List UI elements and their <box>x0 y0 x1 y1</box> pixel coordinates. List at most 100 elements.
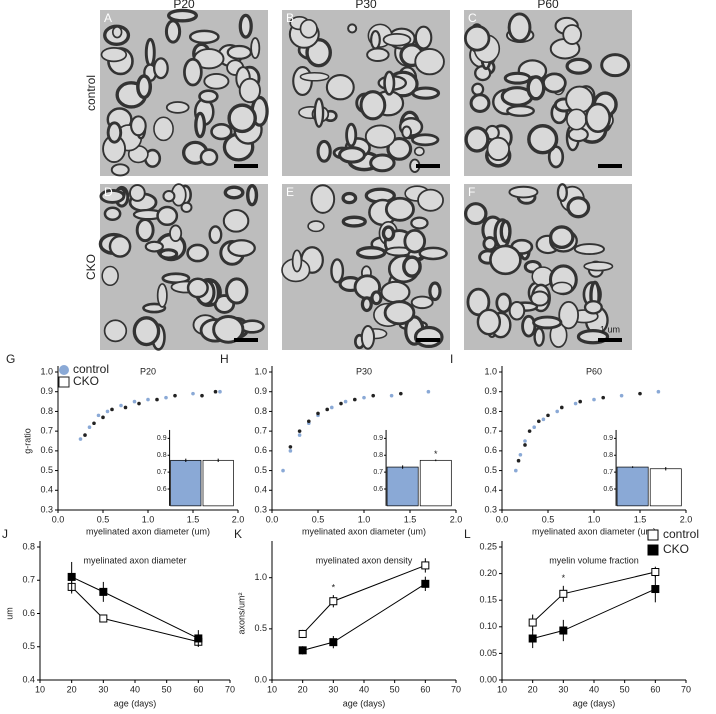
column-label: P20 <box>173 0 195 11</box>
axon <box>402 255 422 278</box>
point <box>516 458 521 463</box>
axon <box>533 327 545 347</box>
y-tick-label: 0.8 <box>254 406 267 416</box>
axon <box>411 133 440 147</box>
marker <box>559 589 568 598</box>
x-tick-label: 2.0 <box>232 514 245 524</box>
axon <box>411 86 441 100</box>
point <box>592 397 596 402</box>
line <box>302 583 426 651</box>
x-tick-label: 0.0 <box>496 514 509 524</box>
legend-marker <box>58 376 70 388</box>
point <box>281 468 285 473</box>
axon <box>469 93 491 113</box>
axon <box>291 249 303 273</box>
point <box>164 395 168 400</box>
axon <box>562 24 582 45</box>
axon <box>325 74 355 101</box>
axon <box>542 72 567 94</box>
x-tick-label: 40 <box>359 684 369 694</box>
x-tick-label: 1.5 <box>634 514 647 524</box>
scale-bar-label: 1 um <box>600 324 620 334</box>
axon <box>584 102 612 134</box>
point <box>101 415 105 420</box>
y-tick-label: 0.4 <box>40 485 53 495</box>
legend-marker <box>59 365 69 375</box>
x-tick-label: 10 <box>35 684 45 694</box>
marker <box>298 646 307 655</box>
axon <box>359 90 387 121</box>
panel-letter: D <box>104 185 113 199</box>
point <box>353 397 357 402</box>
y-tick-label: 0.4 <box>484 485 497 495</box>
axon <box>428 281 442 302</box>
y-tick-label: 0.9 <box>484 386 497 396</box>
panel-letter: E <box>286 185 294 199</box>
axon <box>132 316 161 347</box>
marker <box>99 614 108 623</box>
point <box>426 389 431 394</box>
marker <box>329 638 338 647</box>
y-tick-label: 0.3 <box>484 504 497 514</box>
panel-letter: C <box>468 11 477 25</box>
panel-letter: G <box>6 352 15 366</box>
inset-tick-label: 0.8 <box>373 452 383 459</box>
inset-bar <box>419 459 452 507</box>
point <box>619 393 624 398</box>
y-tick-label: 0.3 <box>254 504 267 514</box>
axon <box>166 8 198 23</box>
y-tick-label: 0.7 <box>40 426 53 436</box>
axon <box>507 12 532 43</box>
axon <box>110 163 130 177</box>
inset-bar <box>649 468 682 507</box>
axon <box>364 124 396 149</box>
y-tick-label: 0.5 <box>22 641 35 651</box>
axon <box>506 104 535 117</box>
panel-letter: A <box>104 11 112 25</box>
axon <box>210 123 233 141</box>
axon <box>508 185 539 199</box>
legend-label: CKO <box>663 542 689 556</box>
point <box>132 399 137 404</box>
point <box>297 433 302 437</box>
axon <box>103 319 128 343</box>
y-tick-label: 0.5 <box>484 465 497 475</box>
significance: * <box>434 449 438 459</box>
y-tick-label: 0.25 <box>479 541 497 551</box>
axon <box>310 184 336 214</box>
point <box>297 429 302 433</box>
x-axis-label: myelinated axon diameter (um) <box>302 526 426 536</box>
axon <box>347 23 358 34</box>
x-tick-label: 30 <box>558 684 568 694</box>
axon <box>103 206 122 222</box>
x-tick-label: 10 <box>267 684 277 694</box>
x-tick-label: 1.5 <box>187 514 200 524</box>
axon <box>366 47 390 62</box>
axon <box>194 111 207 139</box>
axon <box>527 124 559 155</box>
scale-bar <box>416 164 440 168</box>
marker <box>421 579 430 588</box>
point <box>523 443 527 447</box>
axon <box>556 183 568 203</box>
point <box>96 413 101 418</box>
axon <box>111 25 123 39</box>
axon <box>250 37 261 59</box>
point <box>92 421 96 426</box>
axon <box>386 136 413 161</box>
marker <box>651 585 660 594</box>
point <box>532 425 536 430</box>
axon <box>341 215 367 228</box>
axon <box>225 277 249 305</box>
x-axis-label: age (days) <box>114 698 157 708</box>
y-tick-label: 0.9 <box>40 386 53 396</box>
axon <box>489 244 522 276</box>
inset-bar <box>386 466 419 507</box>
axon <box>370 290 383 306</box>
axon <box>130 115 147 137</box>
axon <box>100 47 128 63</box>
marker <box>528 618 537 627</box>
inset-tick-label: 0.6 <box>373 486 383 493</box>
axon <box>299 71 330 82</box>
y-tick-label: 1.0 <box>484 366 497 376</box>
